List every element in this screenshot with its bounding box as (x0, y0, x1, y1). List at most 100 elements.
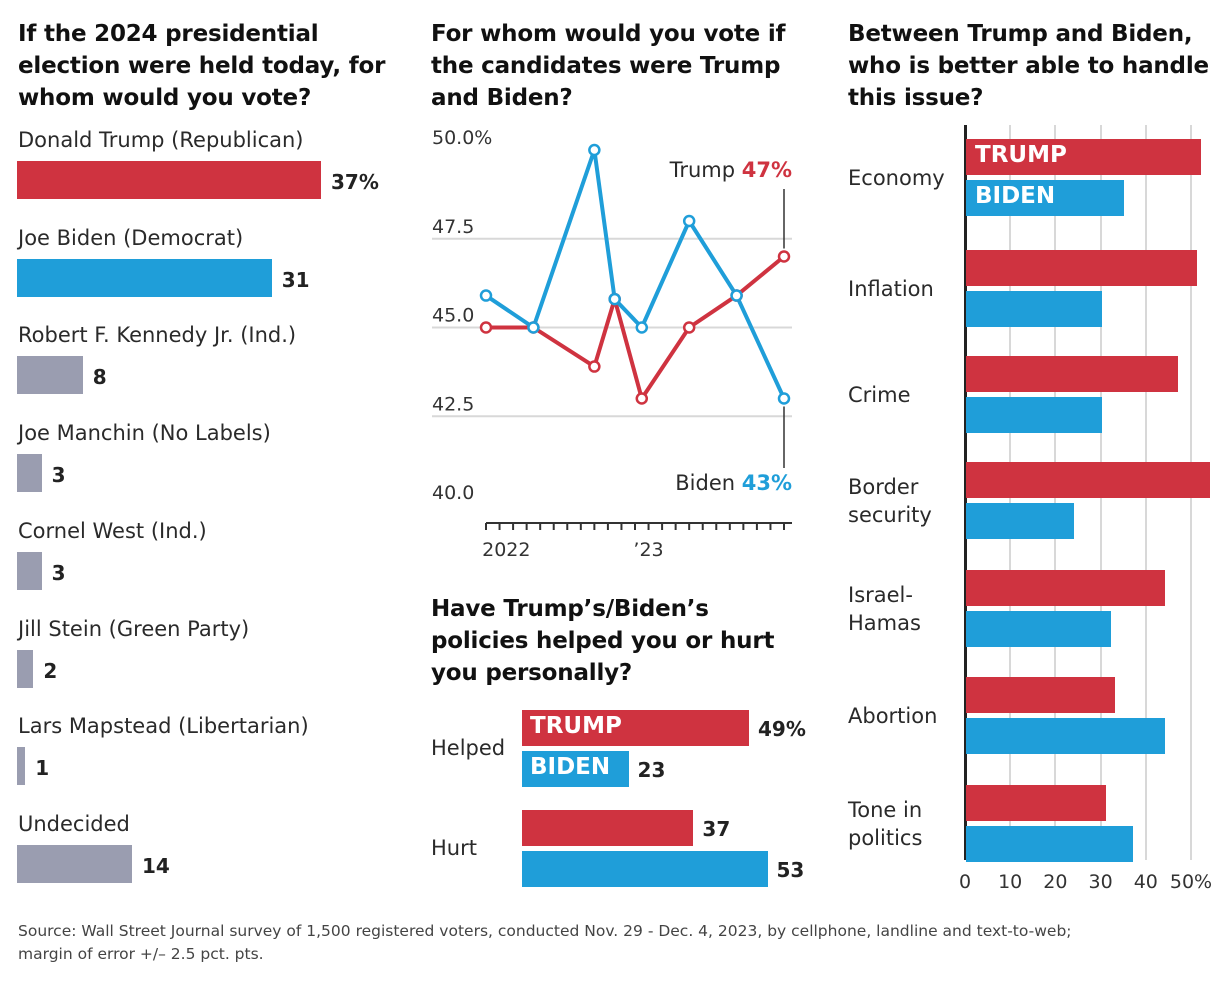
candidate-label: Joe Manchin (No Labels) (18, 421, 271, 446)
issue-label-line: Hamas (848, 611, 921, 635)
series-tag-trump: TRUMP (530, 713, 622, 739)
x-tick-label: ’23 (633, 539, 663, 561)
candidate-value-label: 2 (43, 658, 58, 683)
candidate-bar (17, 844, 133, 883)
issue-label-line: Israel- (848, 583, 913, 607)
series-end-label: Trump 47% (669, 158, 792, 182)
data-point-biden (479, 289, 493, 302)
series-line-trump (486, 254, 786, 401)
x-tick-label: 20 (1043, 871, 1068, 893)
source-line: Source: Wall Street Journal survey of 1,… (18, 922, 1072, 940)
panel4-title-line: this issue? (848, 85, 984, 111)
data-point-biden (588, 143, 601, 157)
issue-bar-biden (966, 503, 1075, 539)
panel1-title-line: election were held today, for (18, 53, 386, 79)
issue-bar-chart: 0 10 20 30 40 50% Economy TRUMP BIDEN Inflation Cr… (840, 125, 1225, 900)
issue-bar-trump (966, 356, 1179, 392)
source-line: margin of error +/– 2.5 pct. pts. (18, 945, 264, 963)
data-point-trump (682, 321, 696, 334)
candidate-label: Jill Stein (Green Party) (18, 616, 250, 641)
candidate-bar (17, 161, 321, 199)
candidate-bar-chart: Donald Trump (Republican) 37% Joe Biden (D… (0, 128, 410, 898)
panel3-title-line: you personally? (431, 660, 633, 686)
candidate-bar (17, 258, 272, 297)
panel1-title-line: If the 2024 presidential (18, 21, 319, 47)
issue-label-line: Inflation (848, 277, 934, 301)
issue-bar-trump (966, 570, 1165, 606)
panel4-title-line: Between Trump and Biden, (848, 21, 1193, 47)
data-point-trump (635, 392, 649, 405)
issue-label-line: Border (848, 475, 919, 499)
candidate-label: Joe Biden (Democrat) (18, 225, 244, 250)
candidate-value-label: 1 (35, 756, 50, 781)
response-label: Helped (431, 736, 506, 760)
panel3-title-line: policies helped you or hurt (431, 628, 775, 654)
candidate-label: Cornel West (Ind.) (18, 518, 207, 543)
issue-bar-biden (966, 291, 1102, 327)
issue-label: Inflation (848, 275, 934, 303)
candidate-value-label: 8 (92, 365, 107, 390)
panel2-title-line: For whom would you vote if (431, 21, 786, 47)
y-tick-label: 47.5 (432, 216, 474, 238)
issue-label: Abortion (848, 702, 937, 730)
data-point-biden (608, 292, 621, 306)
panel2-title-line: the candidates were Trump (431, 53, 781, 79)
panel4-title-line: who is better able to handle (848, 53, 1209, 79)
candidate-value-label: 31 (281, 267, 310, 292)
issue-bar-trump (966, 462, 1211, 498)
issue-bar-trump (966, 785, 1107, 821)
panel1-title-line: whom would you vote? (18, 85, 312, 111)
series-name: Biden (675, 471, 741, 495)
x-tick-label: 2022 (482, 539, 530, 561)
candidate-label: Donald Trump (Republican) (18, 128, 304, 152)
y-tick-label: 40.0 (432, 482, 474, 504)
series-name: Trump (669, 158, 742, 182)
issue-label: Crime (848, 381, 911, 409)
policies-bar-chart: Helped TRUMP 49% BIDEN 23 Hurt 37 53 (420, 700, 820, 895)
issue-label-line: politics (848, 826, 923, 850)
candidate-bar (17, 356, 83, 395)
data-point-biden (635, 321, 649, 334)
issue-label: Israel- Hamas (848, 581, 921, 637)
data-point-biden (730, 289, 743, 302)
y-tick-label: 45.0 (432, 305, 474, 327)
panel4-title: Between Trump and Biden, who is better a… (848, 18, 1218, 114)
data-point-trump (479, 321, 493, 334)
response-value-label: 53 (776, 858, 805, 882)
series-end-value: 43% (742, 471, 792, 495)
series-line-biden (484, 148, 786, 400)
x-tick-label: 10 (998, 871, 1023, 893)
issue-label: Economy (848, 164, 945, 192)
candidate-value-label: 37% (331, 170, 379, 194)
response-bar-biden (522, 851, 768, 887)
issue-label-line: Crime (848, 383, 911, 407)
issue-bar-biden (966, 397, 1102, 433)
data-point-trump (777, 250, 791, 263)
issue-bar-trump (966, 139, 1202, 175)
issue-label-line: Tone in (848, 798, 923, 822)
response-bar-biden (522, 751, 629, 787)
issue-label-line: security (848, 503, 932, 527)
response-bar-trump (522, 710, 749, 746)
data-point-biden (777, 392, 791, 405)
candidate-bar (17, 551, 42, 590)
series-end-label: Biden 43% (675, 471, 792, 495)
issue-bar-biden (966, 826, 1134, 862)
y-axis-line (963, 125, 967, 860)
issue-label-line: Abortion (848, 704, 938, 728)
data-point-trump (588, 360, 601, 373)
issue-label: Tone in politics (848, 796, 922, 852)
y-tick-label: 50.0% (432, 130, 492, 149)
x-tick-label: 40 (1133, 871, 1158, 893)
source-note: Source: Wall Street Journal survey of 1,… (18, 920, 1208, 966)
series-tag-biden: BIDEN (975, 183, 1056, 209)
panel3-title: Have Trump’s/Biden’s policies helped you… (431, 593, 811, 689)
series-tag-biden: BIDEN (530, 754, 611, 780)
y-tick-label: 42.5 (432, 393, 474, 415)
issue-bar-trump (966, 250, 1197, 286)
candidate-value-label: 3 (51, 463, 66, 488)
response-value-label: 23 (637, 758, 666, 782)
candidate-bar (17, 454, 42, 493)
issue-bar-biden (966, 718, 1165, 754)
candidate-bar (17, 649, 34, 688)
